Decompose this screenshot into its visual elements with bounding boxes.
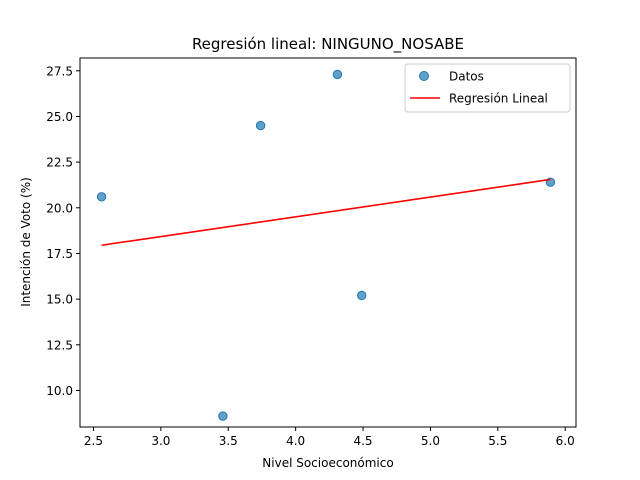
x-tick-label: 5.0 — [421, 434, 440, 448]
y-tick-label: 27.5 — [46, 64, 73, 78]
y-tick-label: 15.0 — [46, 293, 73, 307]
x-tick-label: 3.5 — [219, 434, 238, 448]
x-axis-ticks: 2.5 3.0 3.5 4.0 4.5 5.0 5.5 6.0 — [84, 427, 575, 448]
plot-frame — [79, 57, 577, 428]
plot-area — [80, 58, 576, 427]
y-axis-label: Intención de Voto (%) — [19, 177, 33, 307]
data-point — [332, 69, 343, 80]
y-tick-label: 10.0 — [46, 384, 73, 398]
y-tick-label: 22.5 — [46, 156, 73, 170]
y-tick-label: 20.0 — [46, 201, 73, 215]
y-tick-label: 12.5 — [46, 338, 73, 352]
regression-line — [101, 178, 551, 247]
x-tick-label: 2.5 — [84, 434, 103, 448]
data-point — [255, 120, 266, 131]
legend-box — [404, 63, 571, 113]
chart-title: Regresión lineal: NINGUNO_NOSABE — [192, 35, 464, 54]
legend: Datos Regresión Lineal — [404, 63, 571, 113]
x-tick-label: 4.5 — [353, 434, 372, 448]
x-tick-label: 3.0 — [151, 434, 170, 448]
legend-marker-datos — [419, 71, 429, 81]
x-tick-label: 6.0 — [556, 434, 575, 448]
data-point — [218, 411, 228, 421]
y-tick-label: 25.0 — [46, 110, 73, 124]
x-tick-label: 4.0 — [286, 434, 305, 448]
y-tick-label: 17.5 — [46, 247, 73, 261]
y-axis-ticks: 10.0 12.5 15.0 17.5 20.0 22.5 25.0 27.5 — [46, 64, 80, 398]
data-point — [96, 192, 107, 202]
data-point — [356, 290, 367, 301]
x-axis-label: Nivel Socioeconómico — [262, 456, 393, 470]
legend-label-datos: Datos — [449, 70, 484, 84]
x-tick-label: 5.5 — [488, 434, 507, 448]
legend-label-regresion: Regresión Lineal — [449, 92, 548, 106]
data-marks — [96, 69, 556, 421]
